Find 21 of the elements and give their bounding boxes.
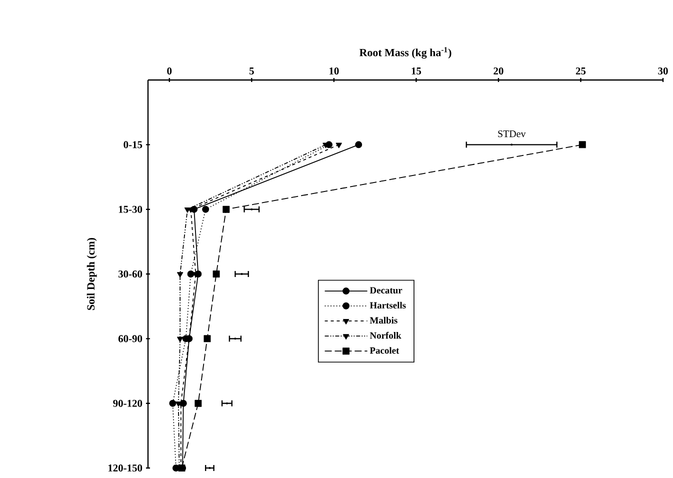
y-tick-label: 60-90 [118, 335, 142, 342]
legend-label: Pacolet [370, 347, 400, 354]
x-tick-label: 0 [167, 67, 172, 74]
x-axis-title: Root Mass (kg ha$^{-1}$) [359, 47, 452, 59]
y-tick-label: 0-15 [124, 141, 142, 148]
legend-label: Decatur [370, 287, 402, 294]
x-tick-label: 30 [658, 67, 668, 74]
legend-label: Norfolk [370, 332, 402, 339]
x-tick-label: 15 [412, 67, 422, 74]
legend-label: Malbis [370, 316, 398, 324]
legend-label: Hartsells [370, 302, 406, 309]
x-tick-label: 20 [494, 67, 504, 74]
y-tick-label: 120-150 [108, 464, 142, 472]
annotation: STDev [498, 130, 526, 138]
y-axis-title: Soil Depth (cm) [86, 238, 97, 310]
x-tick-label: 25 [576, 67, 586, 74]
x-tick-label: 5 [249, 68, 254, 74]
y-tick-label: 30-60 [118, 270, 142, 278]
x-tick-label: 10 [330, 67, 339, 74]
y-tick-label: 90-120 [113, 400, 142, 407]
y-tick-label: 15-30 [118, 206, 142, 213]
